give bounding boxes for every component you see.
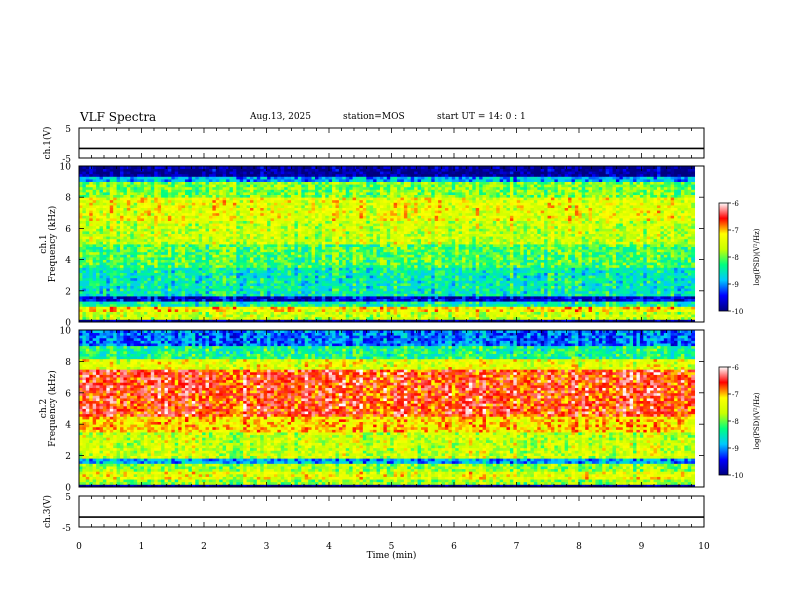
ps1-heatmap — [79, 166, 696, 323]
x-axis: 0 1 2 3 4 5 6 7 8 9 10 Time (min) — [76, 542, 710, 561]
x-tick-1: 1 — [139, 542, 145, 552]
pv3-ylabel: ch.3(V) — [42, 495, 53, 528]
ps1-ytick-6: 6 — [65, 225, 71, 235]
x-tick-3: 3 — [264, 542, 270, 552]
cb1-tick--10: -10 — [732, 308, 743, 316]
cb1-tick--8: -8 — [732, 254, 739, 262]
ch1-voltage-panel: 5 -5 ch.1(V) — [42, 125, 705, 165]
ps1-ytick-10: 10 — [60, 163, 72, 173]
x-tick-9: 9 — [639, 542, 645, 552]
x-tick-2: 2 — [201, 542, 207, 552]
x-tick-10: 10 — [698, 542, 710, 552]
ps2-ytick-0: 0 — [65, 484, 71, 494]
x-tick-5: 5 — [389, 542, 395, 552]
ps2-ytick-6: 6 — [65, 389, 71, 399]
date-label: Aug.13, 2025 — [250, 112, 311, 122]
cb1-bar — [718, 202, 729, 312]
ps1-ytick-8: 8 — [65, 194, 71, 204]
ps2-ytick-8: 8 — [65, 358, 71, 368]
cb2-tick--7: -7 — [732, 391, 739, 399]
cb1-tick--9: -9 — [732, 281, 739, 289]
pv1-ytick-bottom: -5 — [62, 155, 71, 165]
pv3-ytick-top: 5 — [65, 493, 71, 503]
cb2-tick--10: -10 — [732, 472, 743, 480]
cb2-bar — [718, 366, 729, 476]
cb2-label: log(PSD)(V²/Hz) — [753, 392, 761, 449]
cb1-tick--7: -7 — [732, 227, 739, 235]
ch3-voltage-panel: 5 -5 ch.3(V) — [42, 493, 705, 534]
colorbar-ch2: -6 -7 -8 -9 -10 log(PSD)(V²/Hz) — [718, 364, 761, 480]
ch1-spectrogram-panel: 0 2 4 6 8 10 ch.1 Frequency (kHz) — [39, 163, 705, 329]
ps1-ylabel-0: ch.1 — [39, 234, 49, 253]
ps2-ylabel-1: Frequency (kHz) — [47, 370, 58, 447]
ps2-ylabel-0: ch.2 — [39, 399, 49, 418]
x-axis-label: Time (min) — [367, 550, 417, 561]
colorbar-ch1: -6 -7 -8 -9 -10 log(PSD)(V²/Hz) — [718, 200, 761, 316]
ps1-ytick-2: 2 — [65, 287, 71, 297]
ps1-ylabel-1: Frequency (kHz) — [47, 206, 58, 283]
ps2-heatmap — [79, 330, 696, 488]
ps2-ytick-10: 10 — [60, 327, 72, 337]
cb2-tick--8: -8 — [732, 418, 739, 426]
ps1-ytick-4: 4 — [65, 256, 71, 266]
cb1-label: log(PSD)(V²/Hz) — [753, 228, 761, 285]
x-tick-4: 4 — [326, 542, 332, 552]
pv1-ylabel: ch.1(V) — [42, 127, 53, 160]
cb2-tick--6: -6 — [732, 364, 739, 372]
pv3-ytick-bottom: -5 — [62, 524, 71, 534]
ps2-ytick-4: 4 — [65, 421, 71, 431]
cb1-tick--6: -6 — [732, 200, 739, 208]
cb2-tick--9: -9 — [732, 445, 739, 453]
x-tick-6: 6 — [451, 542, 457, 552]
x-tick-8: 8 — [576, 542, 582, 552]
start-time-label: start UT = 14: 0 : 1 — [437, 112, 526, 122]
station-label: station=MOS — [343, 112, 405, 122]
x-tick-7: 7 — [514, 542, 520, 552]
chart-title: VLF Spectra — [80, 110, 156, 124]
ch2-spectrogram-panel: 0 2 4 6 8 10 ch.2 Frequency (kHz) — [39, 327, 705, 494]
ps1-ytick-0: 0 — [65, 319, 71, 329]
pv1-ytick-top: 5 — [65, 125, 71, 135]
ps2-ytick-2: 2 — [65, 452, 71, 462]
x-tick-0: 0 — [76, 542, 82, 552]
